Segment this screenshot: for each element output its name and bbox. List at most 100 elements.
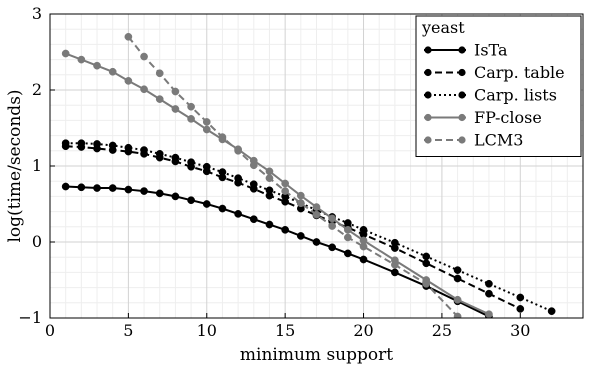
x-tick-label: 20 [353,321,373,340]
legend-title: yeast [421,18,465,37]
data-point [108,141,117,150]
data-point [187,115,195,123]
data-point [281,225,289,234]
legend-swatch-marker [458,113,466,122]
data-point [516,305,525,313]
data-point [296,199,305,208]
legend-label: Carp. table [474,63,565,82]
data-point [93,140,101,148]
data-point [265,167,274,176]
data-point [485,289,493,298]
data-point [344,219,352,227]
data-point [93,184,101,192]
x-tick-label: 15 [275,321,295,340]
data-point [328,214,337,223]
data-point [218,168,227,176]
axis-ticks [49,13,521,319]
data-point [422,279,431,288]
data-point [453,274,462,283]
data-point [312,210,321,219]
x-tick-label: 0 [45,321,55,340]
x-tick-label: 5 [123,321,133,340]
series-ista [61,182,493,318]
data-point [171,153,180,162]
data-point [422,252,431,261]
data-point [485,310,493,318]
data-point [202,125,211,134]
legend-label: LCM3 [474,131,523,150]
data-point [422,259,431,268]
data-point [344,249,352,258]
series-carp-table [61,142,525,313]
data-point [124,143,133,152]
data-point [202,162,211,171]
legend-swatch-marker [424,68,432,77]
data-point [124,77,133,85]
data-point [61,139,70,148]
data-point [281,179,289,188]
data-point [77,139,86,148]
legend-swatch-marker [424,91,432,99]
data-point [249,215,258,224]
data-point [155,149,164,158]
data-point [140,187,148,195]
data-point [359,242,368,251]
series-lcm3 [124,32,462,318]
y-tick-label: −1 [18,308,42,327]
legend-swatch-marker [458,46,466,54]
legend-label: FP-close [474,108,542,127]
y-tick-label: 1 [32,156,42,175]
series-line [127,36,459,318]
data-point [187,102,195,111]
data-point [312,203,321,211]
x-tick-label: 10 [197,321,217,340]
data-point [140,146,148,154]
data-point [312,238,321,246]
data-point [547,307,556,316]
data-point [234,146,242,155]
legend-label: IsTa [474,41,508,60]
data-point [108,67,117,76]
data-point [234,210,242,218]
series-line [65,145,521,310]
data-point [359,225,368,234]
data-point [296,232,305,240]
data-point [77,55,86,64]
data-point [140,85,148,94]
data-point [61,182,70,191]
data-point [453,266,462,274]
data-point [516,293,525,302]
data-point [93,61,101,70]
data-point [171,105,180,113]
legend-label: Carp. lists [474,86,557,105]
legend-swatch-marker [458,68,466,77]
data-point [155,95,164,103]
data-point [359,255,368,264]
data-point [328,222,337,230]
data-point [218,204,227,213]
legend-swatch-marker [458,136,466,144]
legend-swatch-marker [424,136,432,144]
data-point [61,49,70,58]
data-point [296,191,305,200]
data-point [265,174,274,183]
data-point [124,32,133,41]
data-point [265,186,274,195]
data-point [77,183,86,192]
data-point [281,187,289,195]
y-tick-label: 3 [32,4,42,23]
data-point [453,312,462,318]
data-point [265,220,274,229]
data-point [391,268,399,277]
data-point [108,184,117,192]
data-point [234,174,242,183]
data-point [328,243,337,252]
y-tick-label: 2 [32,80,42,99]
data-point [391,260,399,269]
legend-entries: IsTa Carp. table Carp. lists FP-close LCM3 [424,41,565,150]
data-point [171,192,180,201]
x-axis-label: minimum support [240,345,393,365]
data-point [155,189,164,198]
data-point [218,133,227,141]
